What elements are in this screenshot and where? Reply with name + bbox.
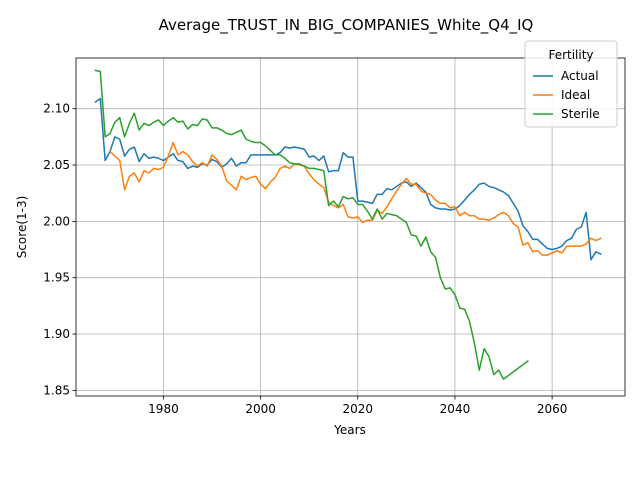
legend-item-sterile: Sterile bbox=[533, 107, 600, 121]
legend-box bbox=[524, 40, 618, 128]
legend-label: Sterile bbox=[561, 107, 600, 121]
y-tick-label: 1.85 bbox=[43, 383, 70, 397]
legend-label: Actual bbox=[561, 69, 599, 83]
chart-title: Average_TRUST_IN_BIG_COMPANIES_White_Q4_… bbox=[159, 16, 534, 35]
series-layer bbox=[94, 69, 602, 380]
plot-area-frame bbox=[75, 57, 626, 397]
x-tick-label: 2060 bbox=[537, 402, 568, 416]
y-tick-label: 2.05 bbox=[43, 158, 70, 172]
x-tick-label: 2000 bbox=[245, 402, 276, 416]
y-axis-label: Score(1-3) bbox=[15, 196, 29, 259]
x-tick-label: 1980 bbox=[148, 402, 179, 416]
legend: Fertility Actual Ideal Sterile bbox=[524, 40, 618, 128]
x-axis-label: Years bbox=[333, 423, 366, 437]
y-tick-label: 1.90 bbox=[43, 327, 70, 341]
y-tick-label: 1.95 bbox=[43, 271, 70, 285]
legend-items: Actual Ideal Sterile bbox=[533, 69, 600, 121]
x-tick-label: 2020 bbox=[343, 402, 374, 416]
x-tick-label: 2040 bbox=[440, 402, 471, 416]
legend-label: Ideal bbox=[561, 88, 590, 102]
y-tick-label: 2.10 bbox=[43, 102, 70, 116]
y-tick-label: 2.00 bbox=[43, 214, 70, 228]
legend-item-actual: Actual bbox=[533, 69, 599, 83]
legend-title: Fertility bbox=[548, 48, 593, 62]
x-axis-ticks: 1980 2000 2020 2040 2060 bbox=[148, 396, 567, 416]
y-axis-ticks: 1.85 1.90 1.95 2.00 2.05 2.10 bbox=[43, 102, 76, 397]
series-line-sterile bbox=[94, 69, 529, 380]
legend-item-ideal: Ideal bbox=[533, 88, 590, 102]
series-line-actual bbox=[94, 97, 602, 261]
series-line-ideal bbox=[108, 141, 602, 256]
